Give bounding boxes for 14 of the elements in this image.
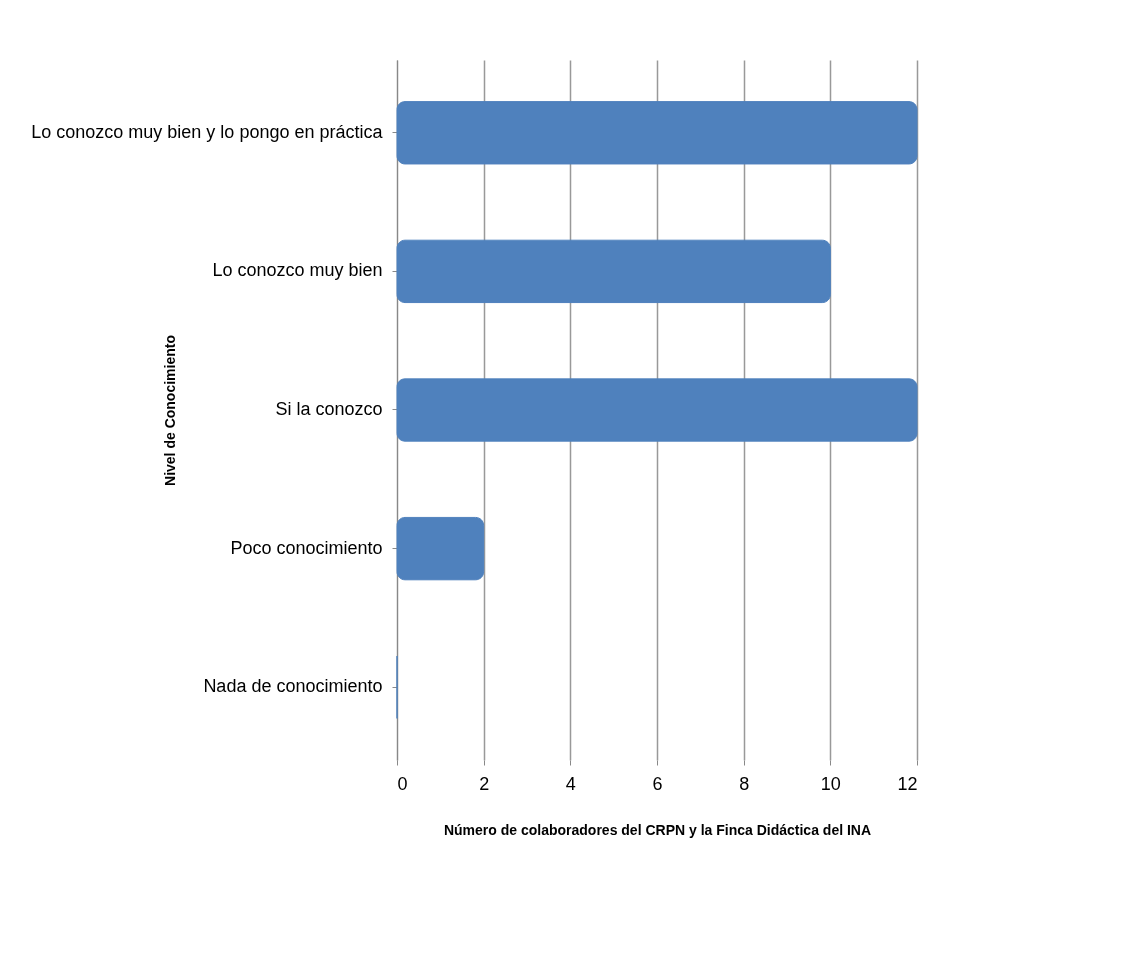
x-tick-label: 4	[565, 773, 576, 794]
x-tick-label: 2	[479, 773, 490, 794]
x-tick-label: 8	[739, 773, 750, 794]
y-tick-label: Lo conozco muy bien	[212, 260, 383, 281]
x-tick-label: 12	[897, 773, 918, 794]
y-axis-title: Nivel de Conocimiento	[161, 335, 178, 486]
y-tick-label: Nada de conocimiento	[203, 676, 383, 697]
x-tick-label: 0	[397, 773, 408, 794]
y-tick-label: Si la conozco	[275, 399, 383, 419]
y-tick-label: Lo conozco muy bien y lo pongo en práctica	[31, 121, 384, 142]
y-tick-label: Poco conocimiento	[230, 537, 383, 558]
x-tick-label: 10	[820, 773, 841, 794]
x-tick-label: 6	[652, 773, 663, 794]
x-axis-title: Número de colaboradores del CRPN y la Finca Didáctica del INA	[443, 821, 872, 838]
